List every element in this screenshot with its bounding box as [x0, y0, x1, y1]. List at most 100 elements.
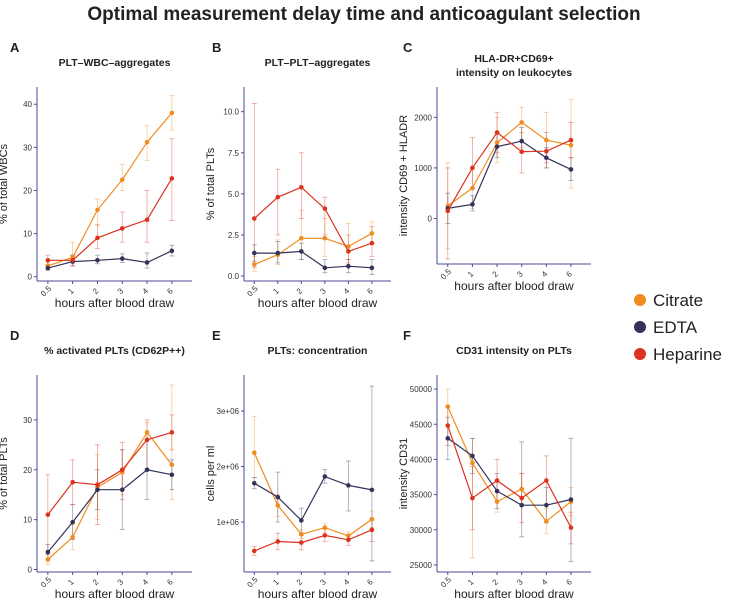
- point-d-heparine-3: [119, 467, 125, 473]
- x-tick-label-e-5: 6: [365, 577, 375, 587]
- y-tick-label-c-1: 1000: [414, 164, 432, 173]
- y-tick-label-f-5: 50000: [410, 385, 433, 394]
- point-f-edta-2: [494, 488, 500, 494]
- x-tick-label-e-4: 4: [342, 577, 352, 587]
- point-e-citrate-1: [275, 503, 281, 508]
- point-f-heparine-2: [494, 478, 500, 483]
- panel-c: C HLA-DR+CD69+ intensity on leukocytes 0 100…: [398, 40, 591, 293]
- x-tick-label-d-4: 4: [141, 577, 151, 587]
- point-b-heparine-0: [251, 216, 257, 221]
- y-tick-label-e-2: 3e+06: [217, 407, 240, 416]
- x-tick-label-a-2: 2: [91, 286, 101, 296]
- x-tick-label-a-3: 3: [116, 286, 126, 296]
- point-e-edta-2: [299, 518, 304, 523]
- x-axis-label-f: hours after blood draw: [454, 587, 574, 601]
- point-d-edta-4: [144, 467, 150, 473]
- x-tick-label-b-1: 1: [271, 286, 281, 296]
- point-a-edta-0: [45, 265, 51, 271]
- point-a-citrate-5: [169, 110, 175, 116]
- series-line-a-edta: [47, 250, 173, 269]
- x-tick-label-f-4: 4: [540, 577, 550, 587]
- panel-title-f: CD31 intensity on PLTs: [456, 345, 572, 357]
- point-c-citrate-4: [544, 137, 549, 143]
- x-tick-label-c-2: 2: [491, 269, 501, 279]
- x-axis-label-d: hours after blood draw: [55, 587, 175, 601]
- point-e-heparine-3: [322, 533, 328, 538]
- series-line-d-citrate: [47, 431, 173, 560]
- point-e-heparine-0: [251, 548, 257, 554]
- error-bars-b-heparine: [251, 103, 375, 269]
- error-bars-e-edta: [251, 385, 375, 562]
- point-d-heparine-2: [95, 482, 100, 488]
- y-tick-label-c-0: 0: [428, 214, 433, 223]
- y-tick-label-d-0: 0: [28, 566, 33, 575]
- y-tick-label-b-4: 10.0: [223, 108, 239, 117]
- y-tick-label-f-0: 25000: [410, 561, 433, 570]
- series-line-c-heparine: [447, 131, 572, 212]
- y-tick-label-f-4: 45000: [410, 420, 433, 429]
- point-c-edta-1: [470, 202, 475, 207]
- point-e-edta-4: [346, 483, 351, 488]
- point-a-heparine-5: [169, 176, 175, 181]
- legend-label-citrate: Citrate: [653, 291, 703, 310]
- x-tick-label-c-3: 3: [515, 269, 525, 279]
- point-b-heparine-5: [369, 240, 375, 246]
- x-tick-label-f-0: 0.5: [439, 575, 454, 590]
- point-b-citrate-4: [346, 244, 351, 249]
- y-tick-label-f-2: 35000: [410, 491, 433, 500]
- point-c-edta-5: [568, 167, 574, 172]
- series-line-a-citrate: [47, 112, 173, 267]
- point-e-citrate-2: [299, 531, 304, 537]
- point-d-edta-0: [45, 549, 51, 555]
- point-d-citrate-5: [169, 462, 175, 468]
- point-c-citrate-3: [519, 120, 524, 125]
- legend-marker-heparine: [634, 348, 646, 360]
- point-e-citrate-3: [322, 525, 328, 530]
- point-d-citrate-0: [45, 557, 51, 562]
- x-tick-label-f-1: 1: [466, 577, 476, 587]
- x-tick-label-c-4: 4: [540, 269, 550, 279]
- point-a-edta-4: [144, 260, 150, 265]
- series-line-e-edta: [253, 475, 373, 522]
- error-bars-a-heparine: [45, 138, 175, 267]
- point-b-edta-4: [346, 263, 351, 269]
- point-c-edta-4: [544, 155, 549, 161]
- point-e-heparine-4: [346, 537, 351, 543]
- x-tick-label-d-1: 1: [66, 577, 76, 587]
- legend-marker-citrate: [634, 294, 646, 306]
- point-c-edta-2: [494, 144, 500, 149]
- point-a-edta-3: [119, 256, 125, 261]
- panel-d: D % activated PLTs (CD62P++) 0 10 20 30 0.5 1 2 3…: [0, 328, 192, 601]
- x-tick-label-d-2: 2: [91, 577, 101, 587]
- point-e-edta-5: [369, 487, 375, 493]
- panel-label-a: A: [10, 40, 20, 55]
- y-tick-label-e-1: 2e+06: [217, 463, 240, 472]
- x-tick-label-b-3: 3: [318, 286, 328, 296]
- series-line-c-edta: [447, 140, 572, 209]
- x-tick-label-b-5: 6: [365, 286, 375, 296]
- point-e-citrate-5: [369, 516, 375, 522]
- point-b-citrate-2: [299, 235, 304, 241]
- point-f-heparine-4: [544, 478, 549, 483]
- series-line-d-edta: [47, 469, 172, 553]
- y-tick-label-f-1: 30000: [410, 526, 433, 535]
- y-tick-label-b-0: 0.0: [228, 272, 240, 281]
- point-c-heparine-3: [519, 149, 524, 155]
- error-bars-c-citrate: [445, 99, 574, 250]
- point-f-heparine-0: [445, 423, 451, 428]
- point-a-citrate-2: [95, 207, 100, 213]
- point-d-heparine-0: [45, 512, 51, 517]
- point-c-heparine-0: [445, 208, 451, 214]
- panel-label-d: D: [10, 328, 19, 343]
- x-tick-label-b-2: 2: [295, 286, 305, 296]
- point-c-heparine-1: [470, 165, 475, 171]
- point-f-citrate-4: [544, 519, 549, 524]
- point-b-heparine-3: [322, 206, 328, 211]
- point-c-citrate-1: [470, 185, 475, 191]
- panel-a: A PLT–WBC–aggregates 0 10 20 30 40 0.5 1 2 3 4 6hour…: [0, 40, 192, 310]
- x-tick-label-c-0: 0.5: [439, 267, 454, 282]
- y-tick-label-a-0: 0: [28, 273, 33, 282]
- y-tick-label-e-0: 1e+06: [217, 518, 240, 527]
- x-tick-label-c-5: 6: [564, 269, 574, 279]
- y-tick-label-c-2: 2000: [414, 113, 432, 122]
